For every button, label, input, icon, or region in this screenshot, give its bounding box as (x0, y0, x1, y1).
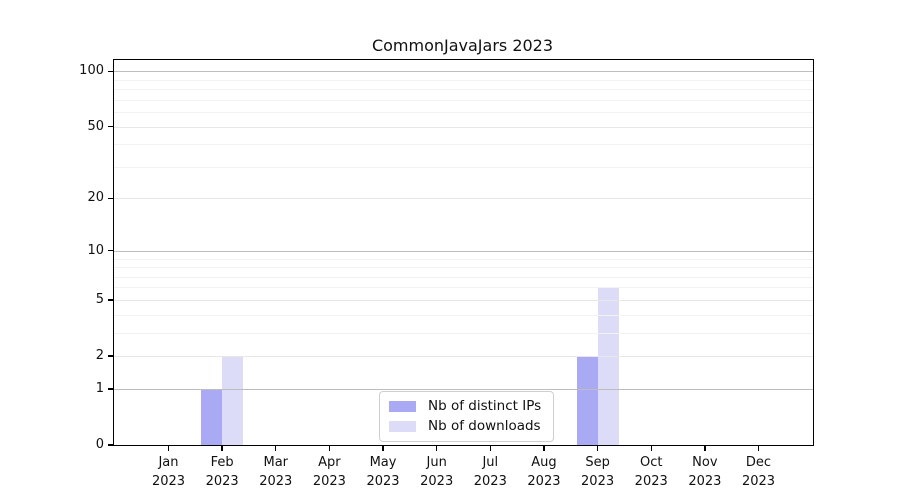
bar-feb-distinct-ips (201, 388, 223, 445)
x-tick-label-jan: Jan 2023 (151, 455, 186, 489)
y-tick-label: 10 (87, 242, 104, 258)
legend-label-distinct-ips: Nb of distinct IPs (428, 398, 542, 414)
x-tick-label-may: May 2023 (366, 455, 400, 489)
gridline-y-100 (114, 71, 813, 73)
minor-gridline-y-9 (114, 258, 813, 260)
y-tick-label: 0 (95, 437, 104, 452)
x-tick-label-dec: Dec 2023 (741, 455, 776, 489)
minor-gridline-y-3 (114, 332, 813, 334)
x-tick-mark (167, 445, 170, 451)
x-tick-mark (382, 445, 384, 451)
y-tick-mark (108, 125, 114, 128)
x-tick-label-feb: Feb 2023 (205, 455, 239, 489)
legend: Nb of distinct IPs Nb of downloads (379, 391, 555, 442)
gridline-y-1 (114, 388, 813, 390)
x-tick-label-sep: Sep 2023 (581, 455, 615, 489)
gridline-y-2 (114, 356, 813, 358)
y-tick-label: 20 (87, 190, 104, 206)
minor-gridline-y-70 (114, 99, 813, 101)
x-tick-label-jun: Jun 2023 (420, 455, 454, 489)
y-tick-mark (108, 250, 114, 252)
gridline-y-20 (114, 198, 813, 200)
x-tick-mark (596, 445, 599, 451)
y-tick-label: 2 (95, 348, 104, 364)
x-tick-label-aug: Aug 2023 (527, 455, 561, 489)
x-tick-mark (704, 445, 706, 451)
y-tick-mark (108, 444, 114, 446)
minor-gridline-y-80 (114, 89, 813, 91)
chart-title: CommonJavaJars 2023 (371, 36, 554, 55)
x-tick-label-jul: Jul 2023 (473, 455, 507, 489)
minor-gridline-y-8 (114, 267, 813, 269)
x-tick-label-apr: Apr 2023 (312, 455, 346, 489)
x-tick-mark (328, 445, 331, 451)
minor-gridline-y-30 (114, 166, 813, 168)
x-tick-mark (221, 445, 223, 451)
minor-gridline-y-6 (114, 287, 813, 289)
bar-sep-distinct-ips (576, 356, 598, 445)
bar-sep-downloads (597, 287, 619, 445)
x-tick-mark (435, 445, 438, 451)
legend-row-downloads: Nb of downloads (389, 419, 541, 434)
x-tick-mark (489, 445, 491, 451)
y-tick-mark (108, 70, 114, 72)
plot-area: 0 1 2 5 10 20 50 100 Jan 2023 Feb 2023 Mar 2023 Apr… (79, 59, 814, 489)
minor-gridline-y-90 (114, 79, 813, 81)
bar-feb-downloads (222, 356, 244, 445)
x-tick-mark (275, 445, 277, 451)
minor-gridline-y-7 (114, 276, 813, 278)
minor-gridline-y-4 (114, 314, 813, 316)
x-tick-label-oct: Oct 2023 (634, 455, 668, 489)
gridline-y-10 (114, 250, 813, 252)
y-tick-mark (108, 388, 114, 390)
legend-swatch-downloads-icon (389, 421, 416, 432)
minor-gridline-y-60 (114, 112, 813, 114)
x-tick-mark (757, 445, 760, 451)
x-tick-label-nov: Nov 2023 (688, 455, 722, 489)
gridline-y-5 (114, 299, 813, 301)
x-tick-mark (543, 445, 545, 451)
legend-row-distinct-ips: Nb of distinct IPs (389, 399, 541, 414)
x-tick-mark (650, 445, 652, 451)
y-tick-mark (108, 197, 114, 200)
y-tick-label: 100 (79, 63, 104, 79)
y-tick-mark (108, 355, 114, 357)
legend-label-downloads: Nb of downloads (428, 418, 541, 434)
y-tick-mark (108, 299, 114, 301)
minor-gridline-y-40 (114, 144, 813, 146)
y-tick-label: 50 (87, 118, 104, 134)
gridline-y-50 (114, 126, 813, 128)
y-tick-label: 1 (95, 380, 104, 396)
x-tick-label-mar: Mar 2023 (259, 455, 293, 489)
legend-swatch-distinct-ips-icon (389, 401, 416, 412)
y-tick-label: 5 (95, 291, 104, 307)
